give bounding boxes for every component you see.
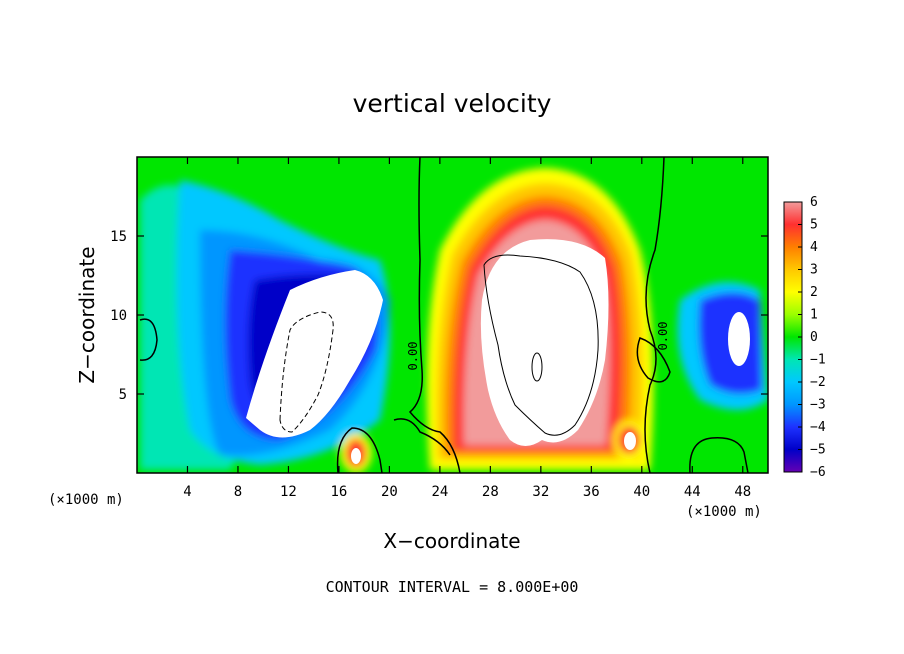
downdraft-core-right bbox=[728, 312, 750, 366]
x-tick-label: 36 bbox=[583, 484, 600, 500]
colorbar-tick-label: 1 bbox=[810, 308, 818, 323]
colorbar-tick-label: −3 bbox=[810, 398, 826, 413]
x-tick-label: 24 bbox=[431, 484, 448, 500]
colorbar-tick-label: −2 bbox=[810, 375, 826, 390]
zero-contour-loop bbox=[636, 337, 671, 383]
downdraft-core-left bbox=[246, 270, 383, 438]
x-unit-left: (×1000 m) bbox=[48, 492, 124, 508]
x-tick-label: 40 bbox=[633, 484, 650, 500]
zero-contour-cell-left bbox=[336, 427, 383, 473]
cell-core-left bbox=[351, 448, 361, 464]
y-tick-label: 5 bbox=[119, 387, 127, 403]
y-tick-label: 10 bbox=[110, 308, 127, 324]
colorbar-tick-label: 6 bbox=[810, 195, 818, 210]
x-axis-label: X−coordinate bbox=[383, 529, 520, 553]
contour-interval-caption: CONTOUR INTERVAL = 8.000E+00 bbox=[326, 578, 579, 596]
contour-label-left: 0.00 bbox=[406, 342, 420, 371]
positive-contour-inner bbox=[531, 352, 543, 382]
colorbar: 6 5 4 3 2 1 0 −1 −2 −3 −4 −5 −6 bbox=[783, 195, 826, 480]
updraft-core bbox=[480, 239, 609, 446]
colorbar-tick-label: 2 bbox=[810, 285, 818, 300]
x-tick-label: 28 bbox=[482, 484, 499, 500]
x-axis-ticks: 4 8 12 16 20 24 28 32 36 40 44 48 bbox=[183, 157, 751, 500]
colorbar-ticks: 6 5 4 3 2 1 0 −1 −2 −3 −4 −5 −6 bbox=[798, 195, 826, 480]
x-tick-label: 16 bbox=[330, 484, 347, 500]
x-tick-label: 48 bbox=[734, 484, 751, 500]
colorbar-tick-label: −4 bbox=[810, 420, 826, 435]
y-tick-label: 15 bbox=[110, 229, 127, 245]
x-unit-right: (×1000 m) bbox=[686, 504, 762, 520]
contour-label-right: 0.00 bbox=[656, 322, 670, 351]
positive-contour-core bbox=[483, 254, 599, 436]
y-axis-label: Z−coordinate bbox=[75, 246, 99, 383]
colorbar-tick-label: 0 bbox=[810, 330, 818, 345]
x-tick-label: 20 bbox=[381, 484, 398, 500]
contour-labels: 0.00 0.00 bbox=[406, 322, 670, 371]
velocity-field bbox=[139, 157, 768, 473]
zero-contour-lower bbox=[393, 418, 451, 456]
x-tick-label: 8 bbox=[234, 484, 242, 500]
zero-contour-bottom-right bbox=[689, 437, 749, 473]
zero-contour-right bbox=[644, 157, 665, 473]
x-tick-label: 12 bbox=[280, 484, 297, 500]
zero-contour-edge bbox=[139, 318, 158, 361]
cell-core-right bbox=[624, 432, 636, 450]
colorbar-tick-label: 4 bbox=[810, 240, 818, 255]
colorbar-tick-label: 3 bbox=[810, 263, 818, 278]
x-tick-label: 4 bbox=[183, 484, 191, 500]
y-axis-ticks: 5 10 15 bbox=[110, 229, 768, 403]
negative-contour-left bbox=[279, 311, 334, 433]
colorbar-tick-label: −1 bbox=[810, 353, 826, 368]
x-tick-label: 32 bbox=[532, 484, 549, 500]
colorbar-tick-label: 5 bbox=[810, 218, 818, 233]
colorbar-tick-label: −6 bbox=[810, 465, 826, 480]
zero-contour-left bbox=[408, 157, 461, 473]
plot-area bbox=[136, 156, 769, 474]
colorbar-tick-label: −5 bbox=[810, 443, 826, 458]
chart-title: vertical velocity bbox=[353, 89, 552, 118]
x-tick-label: 44 bbox=[684, 484, 701, 500]
